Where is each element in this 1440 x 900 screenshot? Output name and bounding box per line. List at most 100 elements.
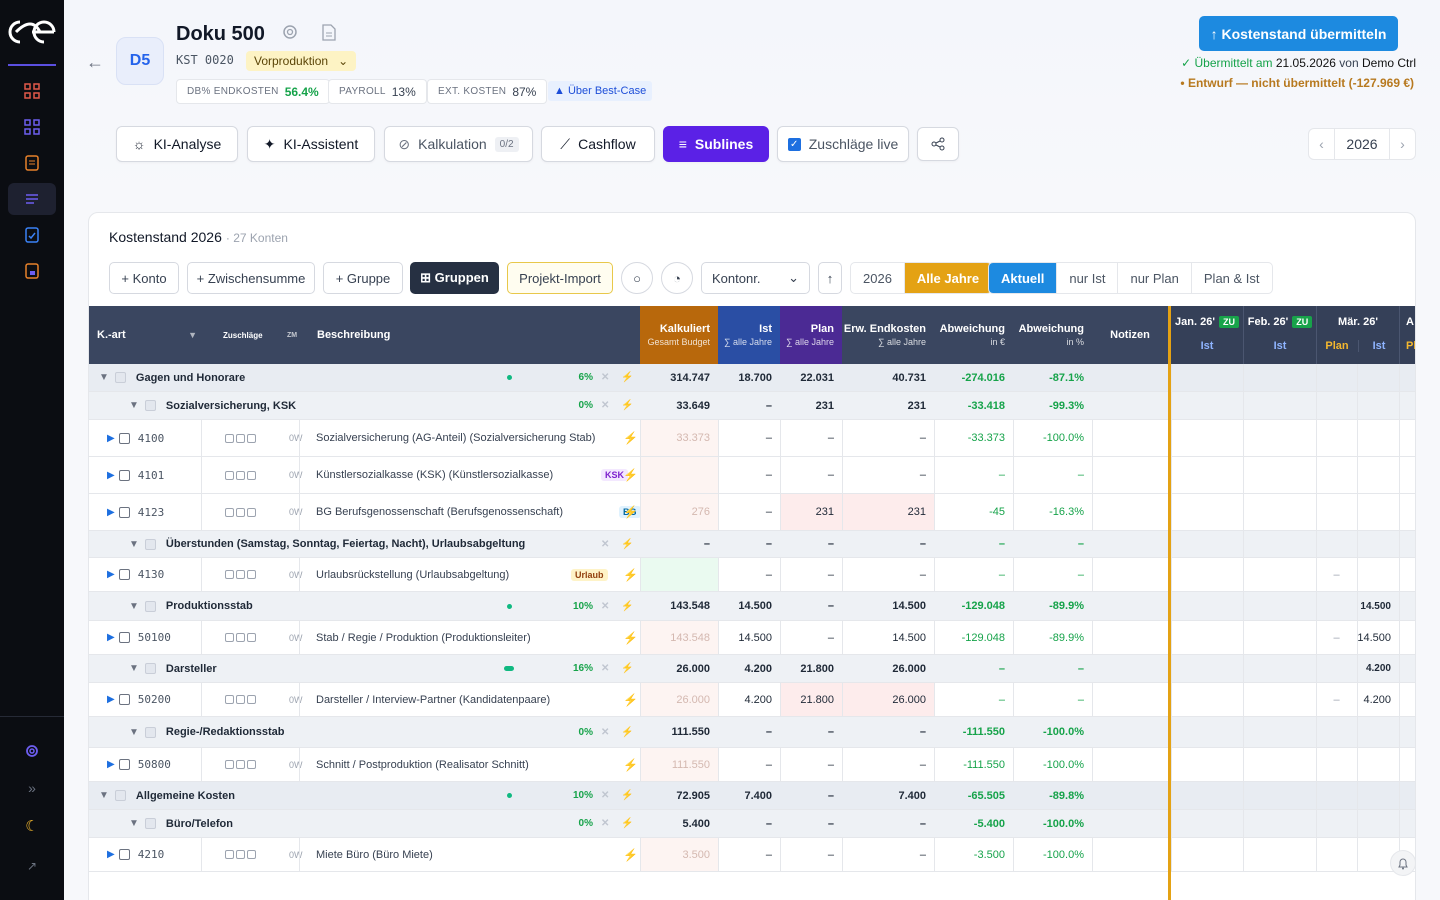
bolt-icon[interactable]: ⚡ xyxy=(623,431,638,445)
group-toggle[interactable]: ▼ Produktionsstab xyxy=(129,592,253,620)
zuschlag-checkbox[interactable] xyxy=(247,633,256,642)
table-row[interactable]: ▶ 50200 0W Darsteller / Interview-Partner (… xyxy=(89,683,1415,717)
zuschlag-checkbox[interactable] xyxy=(247,760,256,769)
bolt-icon[interactable]: ⚡ xyxy=(621,372,634,383)
zuschlag-checkbox[interactable] xyxy=(236,507,245,517)
close-icon[interactable]: ✕ xyxy=(601,538,610,550)
bolt-icon[interactable]: ⚡ xyxy=(621,818,634,829)
row-checkbox[interactable] xyxy=(118,569,130,580)
zuschlaege-checkboxes[interactable] xyxy=(225,748,256,781)
expand-icon[interactable]: ▶ xyxy=(107,759,115,770)
comment-icon[interactable]: ○ xyxy=(621,262,653,294)
group-toggle[interactable]: ▼ Allgemeine Kosten xyxy=(99,782,235,809)
expand-icon[interactable]: ▶ xyxy=(107,694,115,705)
row-expand[interactable]: ▶ 4101 xyxy=(107,457,164,493)
group-checkbox[interactable] xyxy=(144,818,156,829)
group-toggle[interactable]: ▼ Gagen und Honorare xyxy=(99,364,245,391)
projekt-import-button[interactable]: Projekt-Import xyxy=(507,262,613,294)
dashboard-icon[interactable] xyxy=(8,75,56,107)
col-kart[interactable]: K.-art ▼ xyxy=(97,306,197,364)
row-expand[interactable]: ▶ 50200 xyxy=(107,683,171,716)
bolt-icon[interactable]: ⚡ xyxy=(623,567,638,582)
zuschlag-checkbox[interactable] xyxy=(247,695,256,704)
group-toggle[interactable]: ▼ Büro/Telefon xyxy=(129,810,233,837)
zuschlag-checkbox[interactable] xyxy=(236,433,245,443)
collapse-icon[interactable]: ▼ xyxy=(99,790,109,801)
expand-icon[interactable]: » xyxy=(28,780,36,796)
group-toggle[interactable]: ▼ Sozialversicherung, KSK xyxy=(129,392,296,419)
collapse-icon[interactable]: ▼ xyxy=(129,818,139,829)
expand-icon[interactable]: ▶ xyxy=(107,469,115,481)
moon-icon[interactable]: ☾ xyxy=(25,818,39,835)
sort-select[interactable]: Kontonr. ⌄ xyxy=(701,262,810,294)
bolt-icon[interactable]: ⚡ xyxy=(621,663,634,674)
next-year-button[interactable]: › xyxy=(1389,129,1415,159)
expand-icon[interactable]: ▶ xyxy=(107,632,115,643)
expand-icon[interactable]: ▶ xyxy=(107,569,115,580)
grid-icon[interactable] xyxy=(8,111,56,143)
table-row[interactable]: ▶ 4101 0W Künstlersozialkasse (KSK) (Künstl… xyxy=(89,457,1415,494)
ki-assistent-button[interactable]: ✦ KI-Assistent xyxy=(247,126,375,162)
collapse-icon[interactable]: ▼ xyxy=(129,538,139,550)
table-row[interactable]: ▶ 4210 0W Miete Büro (Büro Miete) ⚡ 3.500 – – – -… xyxy=(89,838,1415,872)
close-icon[interactable]: ✕ xyxy=(601,372,610,383)
collapse-icon[interactable]: ▼ xyxy=(129,663,139,674)
zuschlaege-checkboxes[interactable] xyxy=(225,457,256,493)
bolt-icon[interactable]: ⚡ xyxy=(621,726,634,738)
row-expand[interactable]: ▶ 4130 xyxy=(107,558,164,591)
col-erw[interactable]: Erw. Endkosten ∑ alle Jahre xyxy=(842,306,934,364)
col-month-mar[interactable]: Mär. 26' Plan Ist xyxy=(1316,306,1399,364)
group-toggle[interactable]: ▼ Überstunden (Samstag, Sonntag, Feiertag… xyxy=(129,531,525,557)
table-row[interactable]: ▶ 4123 0W BG Berufsgenossenschaft (Berufsge… xyxy=(89,494,1415,531)
zuschlag-checkbox[interactable] xyxy=(236,850,245,859)
row-checkbox[interactable] xyxy=(118,432,130,444)
zuschlag-checkbox[interactable] xyxy=(225,760,234,769)
bolt-icon[interactable]: ⚡ xyxy=(621,538,634,550)
zuschlag-checkbox[interactable] xyxy=(225,633,234,642)
check-doc-icon[interactable] xyxy=(8,219,56,251)
gauge-icon[interactable]: ◔ xyxy=(661,262,693,294)
expand-icon[interactable]: ▶ xyxy=(107,506,115,518)
group-row[interactable]: ▼ Darsteller 16% ✕ ⚡ 26.000 4.200 21.800 26.000 –… xyxy=(89,655,1415,683)
group-checkbox[interactable] xyxy=(144,726,156,738)
bolt-icon[interactable]: ⚡ xyxy=(621,600,634,612)
close-icon[interactable]: ✕ xyxy=(601,818,610,829)
share-button[interactable] xyxy=(917,127,959,161)
add-zwischensumme-button[interactable]: + Zwischensumme xyxy=(187,262,315,294)
col-abw-pct[interactable]: Abweichung in % xyxy=(1013,306,1092,364)
collapse-icon[interactable]: ▼ xyxy=(99,372,109,383)
row-expand[interactable]: ▶ 4210 xyxy=(107,838,164,871)
zuschlag-checkbox[interactable] xyxy=(247,570,256,579)
collapse-icon[interactable]: ▼ xyxy=(129,600,139,612)
gruppen-button[interactable]: ⊞ Gruppen xyxy=(410,262,499,294)
view-aktuell[interactable]: Aktuell xyxy=(989,263,1058,293)
view-nur-ist[interactable]: nur Ist xyxy=(1057,263,1119,293)
collapse-icon[interactable]: ▼ xyxy=(129,726,139,738)
group-row[interactable]: ▼ Gagen und Honorare 6% ✕ ⚡ 314.747 18.700 22.0… xyxy=(89,364,1415,392)
zuschlaege-checkboxes[interactable] xyxy=(225,683,256,716)
table-row[interactable]: ▶ 4130 0W Urlaubsrückstellung (Urlaubsabgel… xyxy=(89,558,1415,592)
collapse-icon[interactable]: ▼ xyxy=(129,400,139,411)
row-expand[interactable]: ▶ 50100 xyxy=(107,621,171,654)
back-button[interactable]: ← xyxy=(86,52,104,72)
group-checkbox[interactable] xyxy=(144,600,156,612)
bolt-icon[interactable]: ⚡ xyxy=(621,400,634,411)
col-ist[interactable]: Ist ∑ alle Jahre xyxy=(718,306,780,364)
zuschlag-checkbox[interactable] xyxy=(247,470,256,480)
expand-icon[interactable]: ▶ xyxy=(107,849,115,860)
zuschlag-checkbox[interactable] xyxy=(236,760,245,769)
group-row[interactable]: ▼ Produktionsstab 10% ✕ ⚡ 143.548 14.500 – 14.50… xyxy=(89,592,1415,621)
table-row[interactable]: ▶ 50800 0W Schnitt / Postproduktion (Realis… xyxy=(89,748,1415,782)
add-gruppe-button[interactable]: + Gruppe xyxy=(323,262,403,294)
col-plan[interactable]: Plan ∑ alle Jahre xyxy=(780,306,842,364)
zuschlaege-checkboxes[interactable] xyxy=(225,558,256,591)
col-kalkuliert[interactable]: Kalkuliert Gesamt Budget xyxy=(640,306,718,364)
phase-dropdown[interactable]: Vorproduktion ⌄ xyxy=(246,51,357,71)
bolt-icon[interactable]: ⚡ xyxy=(623,847,638,862)
row-checkbox[interactable] xyxy=(118,506,130,518)
prev-year-button[interactable]: ‹ xyxy=(1309,129,1335,159)
close-icon[interactable]: ✕ xyxy=(601,663,610,674)
ledger-icon[interactable] xyxy=(8,147,56,179)
row-checkbox[interactable] xyxy=(118,849,130,860)
lock-doc-icon[interactable] xyxy=(8,255,56,287)
